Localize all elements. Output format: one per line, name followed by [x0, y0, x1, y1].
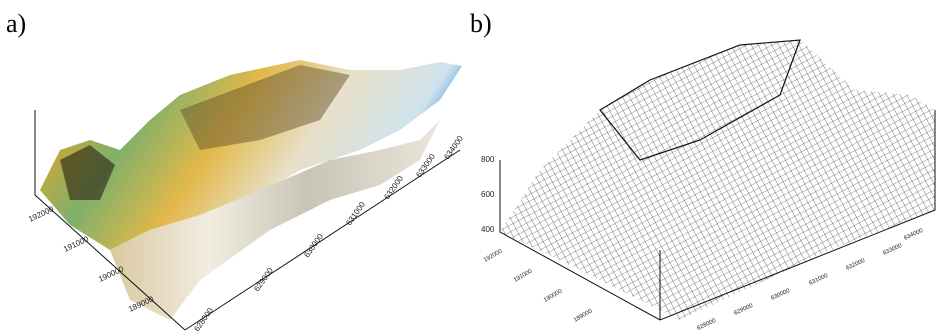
x-tick-label: 634000 [442, 134, 465, 161]
x-tick-label: 633000 [882, 243, 903, 257]
x-tick-label: 630000 [770, 288, 791, 302]
terrain-surface [40, 60, 462, 320]
y-tick-label: 190000 [543, 288, 564, 304]
y-tick-label: 191000 [62, 234, 90, 254]
y-tick-label: 192000 [27, 204, 55, 224]
x-tick-label: 630000 [302, 232, 325, 259]
z-tick-label: 600 [481, 190, 495, 199]
x-tick-label: 628000 [696, 318, 717, 332]
x-tick-label: 634000 [903, 228, 924, 242]
panel-label: a) [6, 9, 26, 38]
y-tick-label: 190000 [97, 264, 125, 284]
x-tick-label: 629000 [733, 303, 754, 317]
y-tick-label: 189000 [573, 308, 594, 324]
y-tick-label: 191000 [513, 268, 534, 284]
axis [34, 110, 186, 331]
x-tick-label: 631000 [808, 273, 829, 287]
z-tick-labels: 800 600 400 [481, 155, 495, 234]
wireframe-surface [500, 40, 935, 320]
ridge [599, 39, 801, 161]
x-tick-label: 628000 [192, 306, 215, 333]
z-tick-label: 400 [481, 225, 495, 234]
x-tick-label: 629000 [252, 266, 275, 293]
z-tick-label: 800 [481, 155, 495, 164]
x-tick-label: 632000 [845, 258, 866, 272]
y-tick-label: 192000 [483, 248, 504, 264]
axis [184, 149, 461, 331]
panel-label: b) [470, 9, 492, 38]
